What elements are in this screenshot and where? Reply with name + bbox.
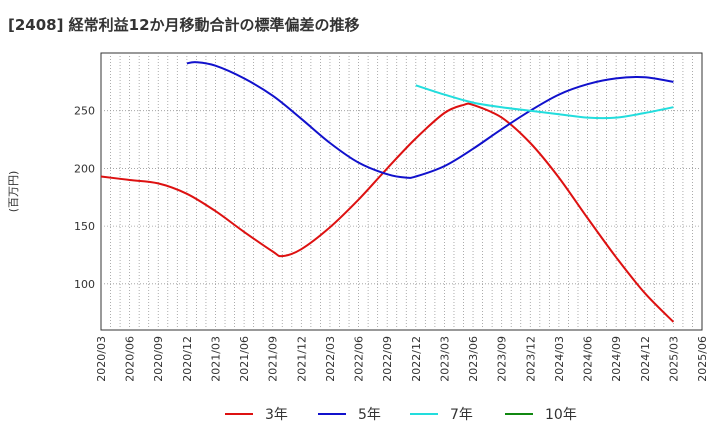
x-tick-label: 2021/06 — [238, 336, 251, 382]
x-tick-label: 2020/09 — [152, 336, 165, 382]
series-line-1 — [100, 102, 675, 323]
chart-title: [2408] 経常利益12か月移動合計の標準偏差の推移 — [8, 16, 360, 34]
x-tick-label: 2024/03 — [553, 336, 566, 382]
x-tick-label: 2022/09 — [381, 336, 394, 382]
x-tick-label: 2024/09 — [610, 336, 623, 382]
x-tick-label: 2020/03 — [95, 336, 108, 382]
legend-label-1: 3年 — [265, 407, 288, 423]
x-tick-label: 2023/06 — [467, 336, 480, 382]
legend-label-3: 7年 — [450, 407, 473, 423]
legend-label-2: 5年 — [358, 407, 381, 423]
x-tick-label: 2024/06 — [582, 336, 595, 382]
legend-label-4: 10年 — [545, 407, 577, 423]
x-tick-label: 2021/12 — [295, 336, 308, 382]
x-tick-label: 2025/03 — [667, 336, 680, 382]
x-tick-label: 2024/12 — [639, 336, 652, 382]
x-tick-label: 2025/06 — [696, 336, 709, 382]
x-tick-label: 2020/06 — [124, 336, 137, 382]
y-tick-label: 250 — [74, 105, 95, 118]
y-tick-label: 100 — [74, 278, 95, 291]
y-tick-label: 150 — [74, 220, 95, 233]
x-tick-label: 2023/03 — [438, 336, 451, 382]
y-tick-label: 200 — [74, 162, 95, 175]
y-axis-label: (百万円) — [7, 171, 20, 213]
x-tick-label: 2022/12 — [410, 336, 423, 382]
series-line-3 — [415, 84, 674, 120]
plot-frame — [100, 52, 703, 331]
x-tick-label: 2020/12 — [181, 336, 194, 382]
x-tick-label: 2023/12 — [524, 336, 537, 382]
x-tick-label: 2021/09 — [267, 336, 280, 382]
x-tick-label: 2023/09 — [496, 336, 509, 382]
x-tick-label: 2022/06 — [353, 336, 366, 382]
series-line-2 — [186, 61, 674, 179]
x-tick-label: 2022/03 — [324, 336, 337, 382]
x-tick-label: 2021/03 — [209, 336, 222, 382]
